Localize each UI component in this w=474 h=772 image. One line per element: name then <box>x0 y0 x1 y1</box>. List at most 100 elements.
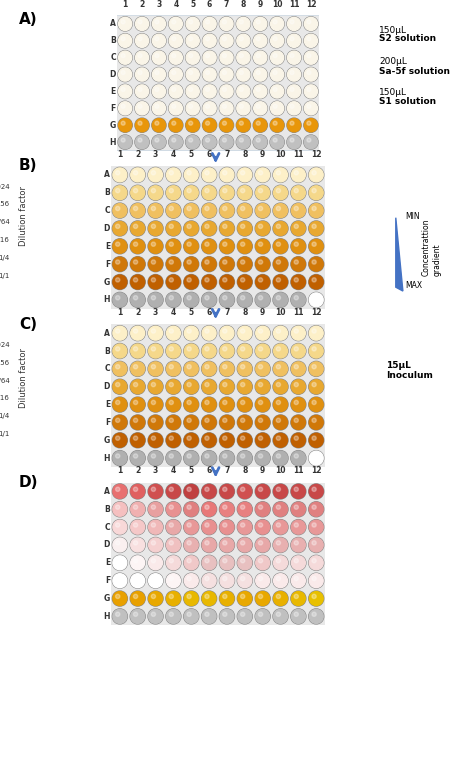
Text: G: G <box>109 120 116 130</box>
Circle shape <box>273 70 277 75</box>
Circle shape <box>270 17 284 31</box>
Circle shape <box>304 136 318 149</box>
Circle shape <box>309 451 323 465</box>
Circle shape <box>258 577 263 581</box>
Circle shape <box>166 379 181 394</box>
Circle shape <box>116 559 120 563</box>
Circle shape <box>309 555 324 571</box>
Circle shape <box>292 293 305 306</box>
Circle shape <box>276 242 281 246</box>
Circle shape <box>203 85 216 98</box>
Circle shape <box>237 484 252 499</box>
Text: 1: 1 <box>117 150 122 159</box>
Circle shape <box>273 485 288 499</box>
Circle shape <box>148 415 163 429</box>
Circle shape <box>254 34 267 47</box>
Circle shape <box>201 379 217 394</box>
Circle shape <box>121 70 125 75</box>
Circle shape <box>202 204 216 218</box>
Circle shape <box>136 102 149 115</box>
Circle shape <box>169 136 182 149</box>
Circle shape <box>169 329 173 334</box>
Circle shape <box>223 242 227 246</box>
Circle shape <box>202 186 216 200</box>
Circle shape <box>130 415 145 430</box>
Text: C: C <box>110 53 116 63</box>
Circle shape <box>273 275 288 289</box>
Circle shape <box>201 573 217 588</box>
Circle shape <box>255 221 270 236</box>
Circle shape <box>219 433 235 448</box>
Circle shape <box>131 415 145 429</box>
Circle shape <box>184 451 198 465</box>
Text: Sa-5f solution: Sa-5f solution <box>379 66 450 76</box>
Circle shape <box>169 242 173 246</box>
Circle shape <box>166 485 181 499</box>
Circle shape <box>253 67 267 82</box>
Circle shape <box>292 327 305 340</box>
Text: G: G <box>104 277 110 286</box>
Circle shape <box>205 382 209 387</box>
Circle shape <box>276 224 281 229</box>
Circle shape <box>116 382 120 387</box>
Circle shape <box>219 361 235 377</box>
Circle shape <box>292 362 305 376</box>
Circle shape <box>292 204 305 218</box>
Circle shape <box>273 415 288 430</box>
Circle shape <box>223 329 227 334</box>
Circle shape <box>271 85 284 98</box>
Circle shape <box>166 574 181 587</box>
Text: F: F <box>105 576 110 585</box>
Circle shape <box>205 188 209 193</box>
Circle shape <box>290 53 294 58</box>
Circle shape <box>169 401 173 405</box>
Circle shape <box>133 436 138 440</box>
Circle shape <box>238 380 252 394</box>
Circle shape <box>276 454 281 458</box>
Circle shape <box>202 503 216 516</box>
Circle shape <box>148 185 163 200</box>
Circle shape <box>291 555 306 571</box>
Circle shape <box>135 118 149 132</box>
Circle shape <box>133 347 138 351</box>
Circle shape <box>238 168 252 182</box>
Circle shape <box>151 188 155 193</box>
Circle shape <box>205 296 209 300</box>
Circle shape <box>291 221 306 236</box>
Circle shape <box>166 185 181 200</box>
Circle shape <box>155 70 159 75</box>
Circle shape <box>152 85 165 98</box>
Circle shape <box>258 206 263 211</box>
Circle shape <box>187 454 191 458</box>
Circle shape <box>291 203 306 218</box>
Circle shape <box>184 484 199 499</box>
Circle shape <box>237 591 252 606</box>
Circle shape <box>187 401 191 405</box>
Circle shape <box>291 484 306 499</box>
Circle shape <box>291 433 306 448</box>
Text: 10: 10 <box>275 308 286 317</box>
Circle shape <box>166 221 181 236</box>
Circle shape <box>172 53 176 58</box>
Circle shape <box>166 484 181 499</box>
Circle shape <box>113 538 127 552</box>
Circle shape <box>186 17 199 30</box>
Circle shape <box>148 485 163 499</box>
Circle shape <box>186 119 199 132</box>
Circle shape <box>294 418 298 422</box>
Circle shape <box>220 102 233 115</box>
Circle shape <box>222 121 227 125</box>
Circle shape <box>116 454 120 458</box>
Circle shape <box>184 398 198 411</box>
Text: 12: 12 <box>311 466 321 476</box>
Circle shape <box>276 347 281 351</box>
Circle shape <box>254 102 267 115</box>
Circle shape <box>113 503 127 516</box>
Circle shape <box>130 573 145 588</box>
Circle shape <box>255 573 270 588</box>
Circle shape <box>238 204 252 218</box>
Circle shape <box>238 520 252 534</box>
Circle shape <box>155 87 159 91</box>
Text: 1/1: 1/1 <box>0 273 9 279</box>
Circle shape <box>312 505 316 510</box>
